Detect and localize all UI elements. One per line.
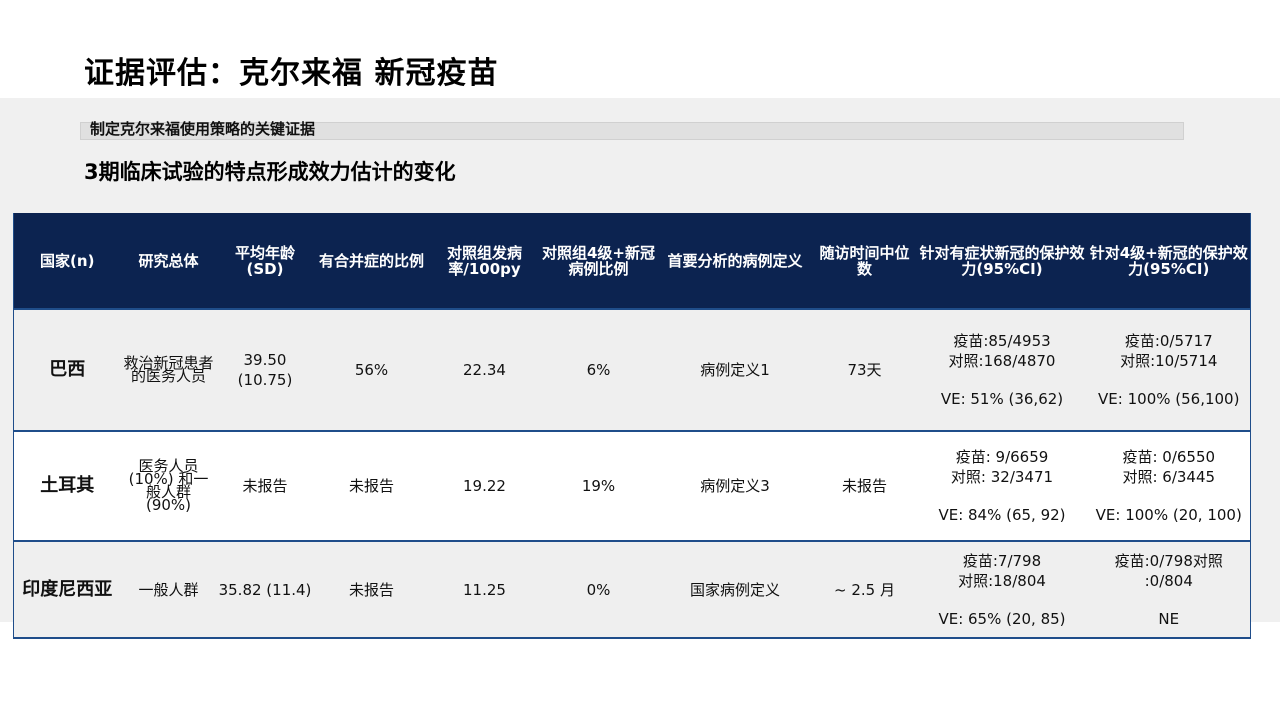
subtitle-bar <box>80 122 1184 140</box>
cell-case-definition: 国家病例定义 <box>657 541 813 638</box>
cell-grade4: 0% <box>539 541 658 638</box>
cell-followup: 73天 <box>812 309 917 431</box>
table-row: 巴西 救治新冠患者的医务人员 39.50 (10.75) 56% 22.34 6… <box>13 309 1251 431</box>
cell-population: 救治新冠患者的医务人员 <box>120 309 217 431</box>
vaccine-count: 疫苗: 9/6659 <box>955 448 1049 466</box>
cell-grade4: 6% <box>539 309 658 431</box>
cell-incidence: 11.25 <box>429 541 540 638</box>
cell-grade4-efficacy: 疫苗: 0/6550 对照: 6/3445 VE: 100% (20, 100) <box>1087 431 1251 541</box>
efficacy-value: VE: 100% (20, 100) <box>1095 506 1242 524</box>
cell-incidence: 19.22 <box>429 431 540 541</box>
header-comorbidity: 有合并症的比例 <box>313 213 430 309</box>
cell-age: 35.82 (11.4) <box>216 541 314 638</box>
cell-symptomatic-efficacy: 疫苗:85/4953 对照:168/4870 VE: 51% (36,62) <box>916 309 1088 431</box>
efficacy-value: VE: 100% (56,100) <box>1098 390 1240 408</box>
vaccine-count: 疫苗: 0/6550 <box>1122 448 1216 466</box>
control-count: 对照:10/5714 <box>1120 352 1218 370</box>
evidence-table-container: 国家(n) 研究总体 平均年龄(SD) 有合并症的比例 对照组发病率/100py… <box>13 213 1251 639</box>
control-count: 对照: 32/3471 <box>950 468 1054 486</box>
cell-grade4-efficacy: 疫苗:0/798对照 :0/804 NE <box>1087 541 1251 638</box>
vaccine-count: 疫苗:85/4953 <box>953 332 1051 350</box>
cell-symptomatic-efficacy: 疫苗: 9/6659 对照: 32/3471 VE: 84% (65, 92) <box>916 431 1088 541</box>
vaccine-count: 疫苗:7/798 <box>962 551 1042 570</box>
control-count: 对照: 6/3445 <box>1122 468 1216 486</box>
efficacy-value: VE: 65% (20, 85) <box>938 609 1066 628</box>
section-title: 3期临床试验的特点形成效力估计的变化 <box>84 160 456 184</box>
header-followup: 随访时间中位数 <box>812 213 917 309</box>
cell-symptomatic-efficacy: 疫苗:7/798 对照:18/804 VE: 65% (20, 85) <box>916 541 1088 638</box>
cell-population: 医务人员 (10%) 和一般人群 (90%) <box>120 431 217 541</box>
cell-comorbidity: 未报告 <box>313 431 430 541</box>
header-grade4-efficacy: 针对4级+新冠的保护效力(95%CI) <box>1087 213 1251 309</box>
cell-comorbidity: 56% <box>313 309 430 431</box>
cell-incidence: 22.34 <box>429 309 540 431</box>
subtitle: 制定克尔来福使用策略的关键证据 <box>90 120 316 138</box>
page-title: 证据评估：克尔来福 新冠疫苗 <box>84 56 499 91</box>
table-header-row: 国家(n) 研究总体 平均年龄(SD) 有合并症的比例 对照组发病率/100py… <box>13 213 1251 309</box>
control-count: 对照:18/804 <box>958 571 1046 590</box>
cell-age: 未报告 <box>216 431 314 541</box>
vaccine-count: 疫苗:0/798对照 <box>1114 551 1223 570</box>
cell-grade4-efficacy: 疫苗:0/5717 对照:10/5714 VE: 100% (56,100) <box>1087 309 1251 431</box>
cell-followup: 未报告 <box>812 431 917 541</box>
header-age: 平均年龄(SD) <box>216 213 314 309</box>
cell-followup: ~ 2.5 月 <box>812 541 917 638</box>
cell-country: 印度尼西亚 <box>13 541 121 638</box>
control-count: :0/804 <box>1144 571 1193 590</box>
header-case-definition: 首要分析的病例定义 <box>657 213 813 309</box>
efficacy-value: VE: 84% (65, 92) <box>938 506 1066 524</box>
header-grade4: 对照组4级+新冠病例比例 <box>539 213 658 309</box>
cell-age: 39.50 (10.75) <box>216 309 314 431</box>
cell-country: 土耳其 <box>13 431 121 541</box>
control-count: 对照:168/4870 <box>948 352 1056 370</box>
cell-case-definition: 病例定义3 <box>657 431 813 541</box>
efficacy-value: VE: 51% (36,62) <box>940 390 1064 408</box>
cell-country: 巴西 <box>13 309 121 431</box>
cell-case-definition: 病例定义1 <box>657 309 813 431</box>
efficacy-value: NE <box>1158 609 1180 628</box>
header-incidence: 对照组发病率/100py <box>429 213 540 309</box>
header-country: 国家(n) <box>13 213 121 309</box>
header-population: 研究总体 <box>120 213 217 309</box>
cell-grade4: 19% <box>539 431 658 541</box>
vaccine-count: 疫苗:0/5717 <box>1124 332 1213 350</box>
table-row: 土耳其 医务人员 (10%) 和一般人群 (90%) 未报告 未报告 19.22… <box>13 431 1251 541</box>
header-symptomatic-efficacy: 针对有症状新冠的保护效力(95%CI) <box>916 213 1088 309</box>
table-row: 印度尼西亚 一般人群 35.82 (11.4) 未报告 11.25 0% 国家病… <box>13 541 1251 638</box>
cell-population: 一般人群 <box>120 541 217 638</box>
evidence-table: 国家(n) 研究总体 平均年龄(SD) 有合并症的比例 对照组发病率/100py… <box>13 213 1251 639</box>
cell-comorbidity: 未报告 <box>313 541 430 638</box>
